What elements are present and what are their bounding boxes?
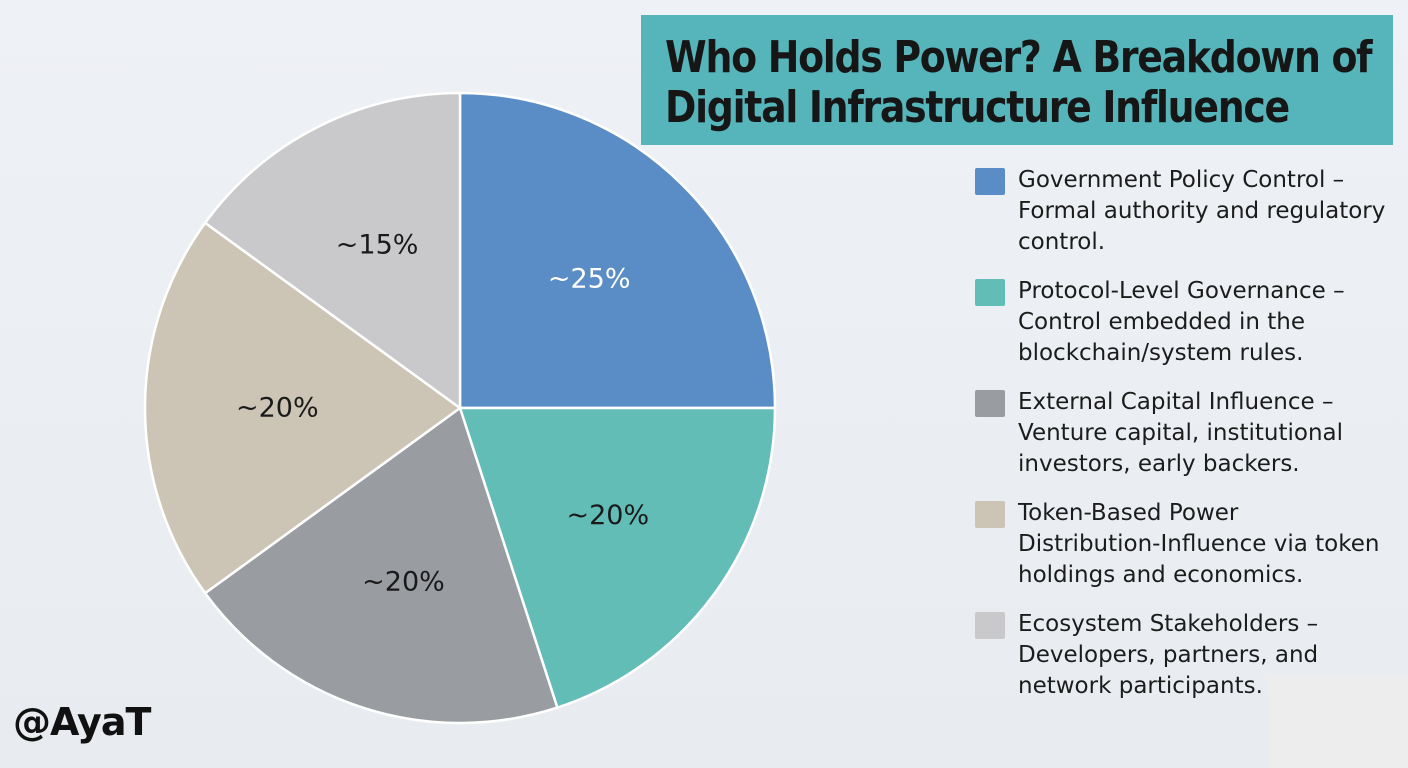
pie-slice-4 — [143, 221, 462, 595]
pie-slice-label-3: ~20% — [362, 566, 445, 597]
legend-label-3: External Capital Influence – Venture cap… — [1018, 389, 1344, 477]
pie-slice-3 — [203, 406, 559, 725]
pie-slice-5 — [203, 91, 462, 410]
pie-slices — [143, 91, 777, 725]
pie-slice-1 — [458, 91, 777, 410]
legend-item-4: Token-Based Power Distribution-Influence… — [975, 498, 1395, 609]
corner-patch — [1268, 676, 1408, 768]
legend-swatch-5 — [975, 612, 1005, 639]
legend-label-5: Ecosystem Stakeholders – Developers, par… — [1018, 611, 1319, 699]
chart-title-line-2: Digital Infrastructure Influence — [665, 82, 1290, 133]
legend-swatch-4 — [975, 501, 1005, 528]
author-watermark: @AyaT — [13, 700, 151, 744]
legend-item-5: Ecosystem Stakeholders – Developers, par… — [975, 609, 1395, 720]
legend-label-2: Protocol-Level Governance – Control embe… — [1018, 278, 1345, 366]
pie-slice-label-4: ~20% — [236, 393, 319, 424]
legend-label-4: Token-Based Power Distribution-Influence… — [1018, 500, 1380, 588]
legend-item-2: Protocol-Level Governance – Control embe… — [975, 276, 1395, 387]
chart-legend: Government Policy Control – Formal autho… — [975, 165, 1395, 720]
legend-swatch-1 — [975, 168, 1005, 195]
chart-title-line-1: Who Holds Power? A Breakdown of — [665, 32, 1373, 83]
pie-slice-2 — [458, 406, 777, 709]
legend-label-1: Government Policy Control – Formal autho… — [1018, 167, 1386, 255]
pie-slice-label-2: ~20% — [566, 500, 649, 531]
pie-slice-label-1: ~25% — [548, 263, 631, 294]
legend-item-3: External Capital Influence – Venture cap… — [975, 387, 1395, 498]
title-banner: Who Holds Power? A Breakdown of Digital … — [641, 15, 1393, 145]
legend-swatch-3 — [975, 390, 1005, 417]
legend-item-1: Government Policy Control – Formal autho… — [975, 165, 1395, 276]
legend-swatch-2 — [975, 279, 1005, 306]
pie-slice-labels: ~25% ~20% ~20% ~20% ~15% — [236, 230, 649, 598]
pie-slice-label-5: ~15% — [336, 230, 419, 261]
